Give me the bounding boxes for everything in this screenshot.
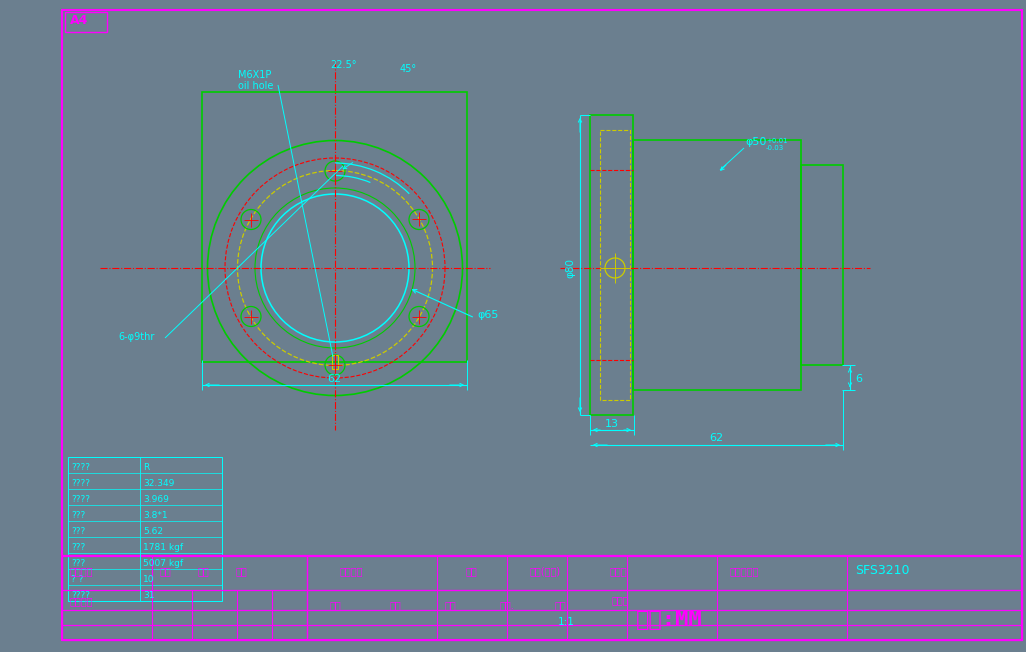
Text: 22.5°: 22.5°	[330, 60, 356, 70]
Text: 型号：: 型号：	[610, 566, 628, 576]
Text: 单位:MM: 单位:MM	[636, 610, 703, 630]
Text: 62: 62	[709, 433, 723, 443]
Text: 日期: 日期	[198, 566, 209, 576]
Text: ???: ???	[71, 511, 85, 520]
Text: 3.8*1: 3.8*1	[143, 511, 167, 520]
Text: M6X1P: M6X1P	[238, 70, 271, 80]
Text: 31: 31	[143, 591, 155, 600]
Text: ???: ???	[71, 527, 85, 536]
Text: 材料：: 材料：	[611, 595, 630, 605]
Text: 视角.: 视角.	[500, 600, 515, 610]
Bar	[590, 115, 633, 415]
Text: 绘图: 绘图	[330, 600, 342, 610]
Text: 客户名称: 客户名称	[340, 566, 363, 576]
Text: 5.62: 5.62	[143, 527, 163, 536]
Text: 设计: 设计	[390, 600, 402, 610]
Bar	[801, 165, 843, 365]
Bar	[62, 556, 307, 640]
Text: ????: ????	[71, 479, 90, 488]
Text: oil hole: oil hole	[238, 81, 273, 91]
Text: ????: ????	[71, 591, 90, 600]
Bar	[600, 130, 630, 400]
Text: 日期: 日期	[466, 566, 478, 576]
Bar	[65, 12, 107, 32]
Text: 签名: 签名	[236, 566, 247, 576]
Text: 比例: 比例	[555, 600, 566, 610]
Text: 更改标记: 更改标记	[70, 566, 93, 576]
Text: 62: 62	[327, 374, 341, 384]
Bar	[332, 355, 338, 369]
Bar	[307, 556, 1022, 640]
Text: 客户确认: 客户确认	[70, 596, 93, 606]
Bar	[202, 92, 467, 362]
Text: ????: ????	[71, 495, 90, 504]
Text: 6: 6	[855, 374, 862, 384]
Text: 审核: 审核	[445, 600, 457, 610]
Text: SFS3210: SFS3210	[855, 565, 909, 578]
Text: ???: ???	[71, 543, 85, 552]
Text: 1:1: 1:1	[558, 617, 575, 627]
Bar	[68, 457, 222, 601]
Text: φ50: φ50	[745, 137, 766, 147]
Text: -0.03: -0.03	[766, 145, 784, 151]
Text: 存档图号：: 存档图号：	[731, 566, 759, 576]
Text: A4: A4	[70, 14, 88, 27]
Text: 3.969: 3.969	[143, 495, 169, 504]
Text: 13: 13	[605, 419, 619, 429]
Text: φ65: φ65	[477, 310, 499, 320]
Text: 5007 kgf: 5007 kgf	[143, 559, 183, 568]
Text: φ80: φ80	[565, 258, 575, 278]
Text: +0.01: +0.01	[766, 138, 788, 144]
Text: 1781 kgf: 1781 kgf	[143, 543, 183, 552]
Text: ???: ???	[71, 559, 85, 568]
Text: ????: ????	[71, 463, 90, 472]
Text: 45°: 45°	[400, 64, 418, 74]
Text: 处数: 处数	[160, 566, 171, 576]
Text: ? ?: ? ?	[71, 575, 83, 584]
Text: 数量(单台): 数量(单台)	[530, 566, 561, 576]
Text: 10: 10	[143, 575, 155, 584]
Text: R: R	[143, 463, 149, 472]
Text: 32.349: 32.349	[143, 479, 174, 488]
Text: 6-φ9thr: 6-φ9thr	[118, 332, 154, 342]
Bar	[633, 140, 801, 390]
